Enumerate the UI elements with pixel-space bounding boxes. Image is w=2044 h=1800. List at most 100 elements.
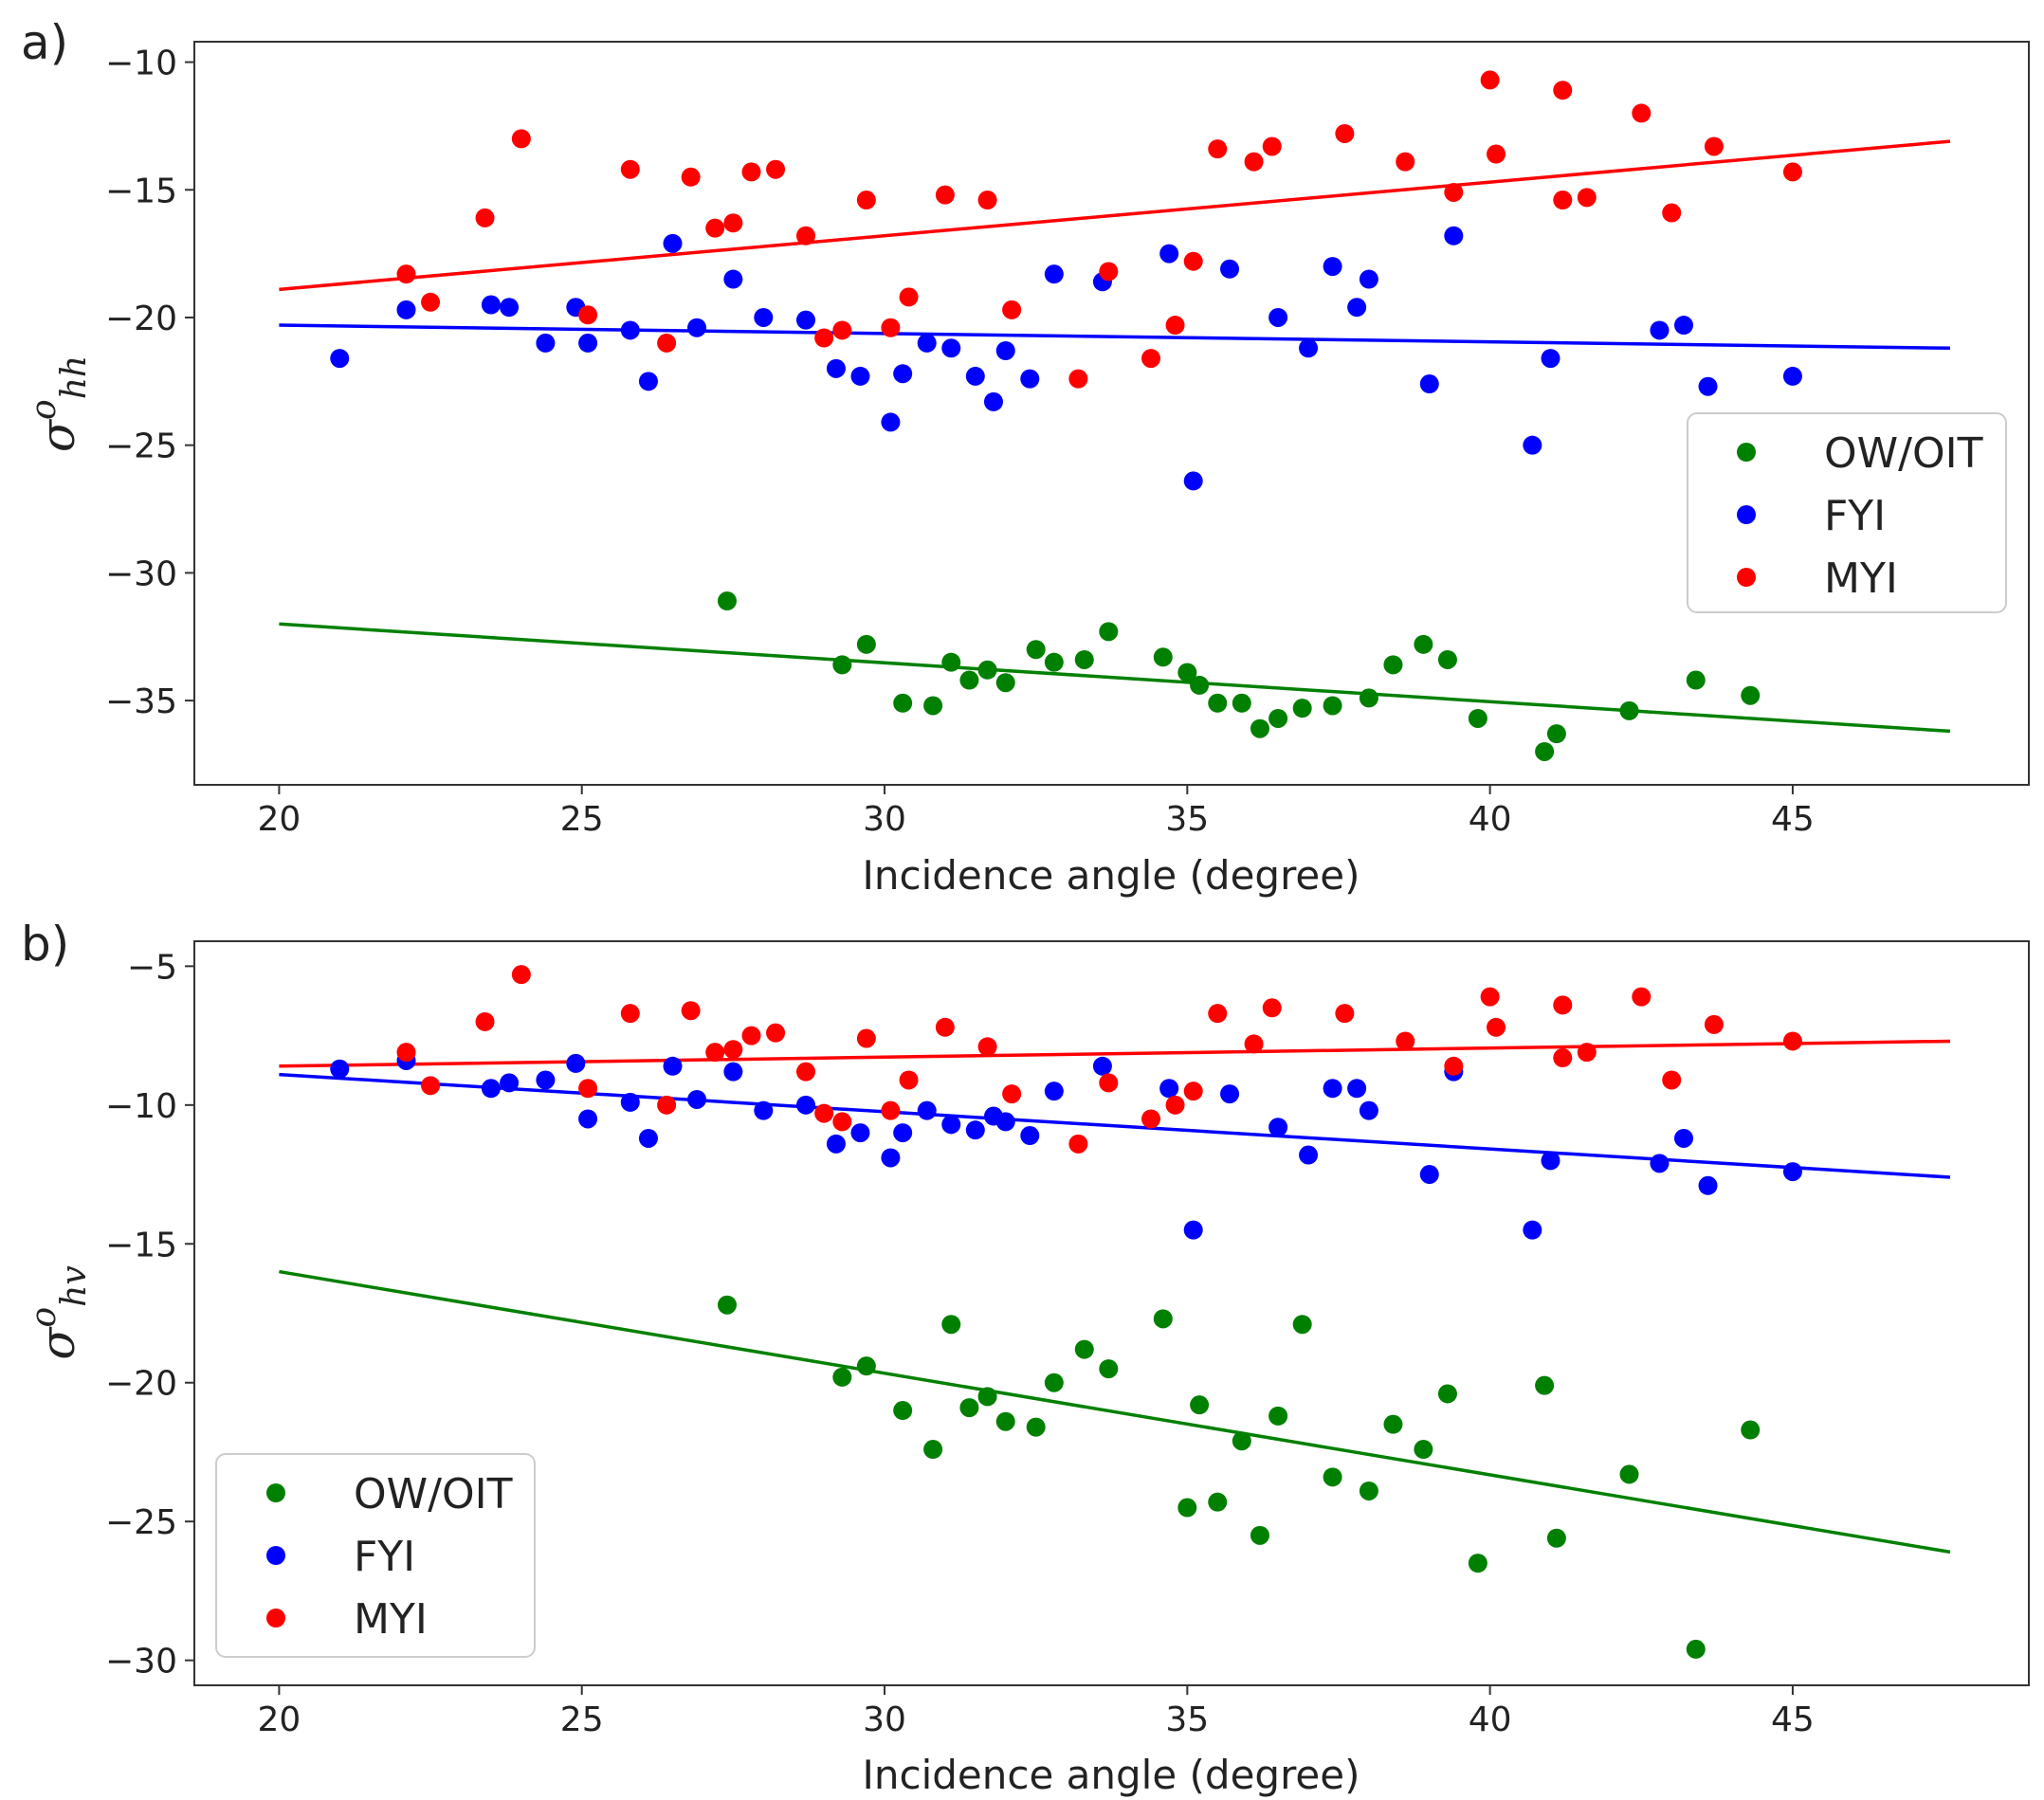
point-a-fyi <box>1698 376 1718 396</box>
point-a-fyi <box>917 333 937 353</box>
point-a-fyi <box>1359 269 1378 289</box>
x-ticks-b: 20 25 30 35 40 45 <box>257 1685 1815 1739</box>
point-b-myi <box>1632 987 1652 1007</box>
point-b-fyi <box>1782 1162 1802 1182</box>
legend-box-a <box>1687 412 2007 613</box>
point-a-fyi <box>638 372 658 391</box>
point-a-myi <box>1704 136 1724 156</box>
point-a-fyi <box>1044 264 1064 284</box>
y-tick-label-b: −15 <box>105 1226 177 1264</box>
point-a-ow <box>1468 708 1487 728</box>
point-b-fyi <box>893 1123 913 1143</box>
point-b-myi <box>511 965 531 985</box>
point-b-ow <box>1741 1420 1761 1440</box>
fit-lines-a <box>279 139 1951 734</box>
point-b-myi <box>1444 1056 1464 1076</box>
point-a-fyi <box>1183 471 1203 491</box>
point-b-fyi <box>1220 1084 1240 1104</box>
legend-label-a-myi: MYI <box>1824 555 1898 603</box>
point-b-ow <box>1686 1639 1706 1659</box>
point-b-myi <box>578 1079 598 1099</box>
y-tick-label-a: −10 <box>105 45 177 83</box>
point-a-myi <box>977 191 997 210</box>
point-a-myi <box>856 191 876 210</box>
point-b-fyi <box>1159 1079 1179 1099</box>
point-a-ow <box>1153 647 1173 667</box>
y-tick-label-b: −20 <box>105 1365 177 1404</box>
point-b-fyi <box>965 1120 985 1140</box>
point-b-fyi <box>1673 1128 1693 1148</box>
y-tick-label-a: −30 <box>105 555 177 593</box>
y-tick-label-b: −30 <box>105 1643 177 1682</box>
point-b-myi <box>1782 1031 1802 1051</box>
point-b-fyi <box>578 1109 598 1129</box>
y-tick-label-b: −10 <box>105 1087 177 1126</box>
point-b-myi <box>1662 1070 1682 1090</box>
point-b-ow <box>1208 1492 1228 1512</box>
legend-marker-a-fyi <box>1737 505 1756 524</box>
points-b <box>330 965 1802 1659</box>
point-b-myi <box>723 1040 743 1060</box>
point-a-myi <box>1335 123 1355 143</box>
plot-frame-b <box>193 940 2030 1686</box>
legend-b: OW/OIT FYI MYI <box>215 1453 536 1658</box>
y-ticks-b: −5 −10 −15 −20 −25 −30 <box>105 948 194 1682</box>
point-b-myi <box>421 1076 441 1096</box>
point-b-ow <box>1044 1373 1064 1392</box>
x-ticks-a: 20 25 30 35 40 45 <box>257 785 1815 839</box>
legend-marker-b-myi <box>266 1609 285 1627</box>
point-b-ow <box>977 1387 997 1407</box>
x-tick-label-b: 30 <box>863 1700 906 1739</box>
point-a-ow <box>1546 724 1566 744</box>
point-b-myi <box>832 1112 852 1132</box>
point-b-fyi <box>481 1079 501 1099</box>
point-a-ow <box>893 693 913 713</box>
point-b-myi <box>977 1037 997 1057</box>
point-a-myi <box>1487 144 1506 164</box>
point-b-myi <box>1262 998 1282 1018</box>
point-b-ow <box>1250 1525 1269 1545</box>
point-a-ow <box>1177 663 1197 682</box>
point-b-myi <box>1553 995 1573 1015</box>
point-a-myi <box>578 305 598 325</box>
point-b-fyi <box>796 1095 815 1115</box>
point-a-myi <box>681 167 701 187</box>
point-a-fyi <box>1541 349 1560 369</box>
point-b-myi <box>1553 1048 1573 1068</box>
point-a-myi <box>832 320 852 340</box>
point-b-myi <box>620 1004 640 1024</box>
point-a-myi <box>1099 262 1119 282</box>
point-b-fyi <box>1359 1100 1378 1120</box>
point-a-myi <box>766 159 786 179</box>
x-tick-label-b: 40 <box>1469 1700 1512 1739</box>
point-b-myi <box>1396 1031 1415 1051</box>
point-a-myi <box>1165 316 1185 336</box>
point-a-myi <box>1396 152 1415 172</box>
legend-label-a-ow: OW/OIT <box>1824 429 1983 478</box>
point-b-fyi <box>1698 1175 1718 1195</box>
y-axis-label-b-sup: o <box>25 1307 64 1328</box>
point-b-myi <box>1099 1073 1119 1093</box>
point-b-myi <box>899 1070 919 1090</box>
point-a-fyi <box>481 295 501 315</box>
point-b-ow <box>1026 1417 1046 1437</box>
point-b-myi <box>1183 1082 1203 1101</box>
point-a-fyi <box>1020 369 1040 389</box>
point-a-myi <box>620 159 640 179</box>
point-a-fyi <box>1782 366 1802 386</box>
point-b-myi <box>881 1100 901 1120</box>
point-a-fyi <box>1268 307 1288 327</box>
legend-label-b-fyi: FYI <box>354 1533 415 1581</box>
plot-frame-a <box>193 41 2030 786</box>
point-a-fyi <box>1444 226 1464 245</box>
point-a-myi <box>1632 103 1652 123</box>
point-b-fyi <box>1347 1079 1367 1099</box>
point-a-fyi <box>396 300 416 319</box>
point-a-myi <box>899 287 919 307</box>
point-b-ow <box>1232 1431 1251 1451</box>
point-a-fyi <box>941 338 961 358</box>
point-a-ow <box>1437 649 1457 669</box>
point-a-fyi <box>1323 257 1342 277</box>
x-tick-label-a: 45 <box>1771 800 1815 839</box>
